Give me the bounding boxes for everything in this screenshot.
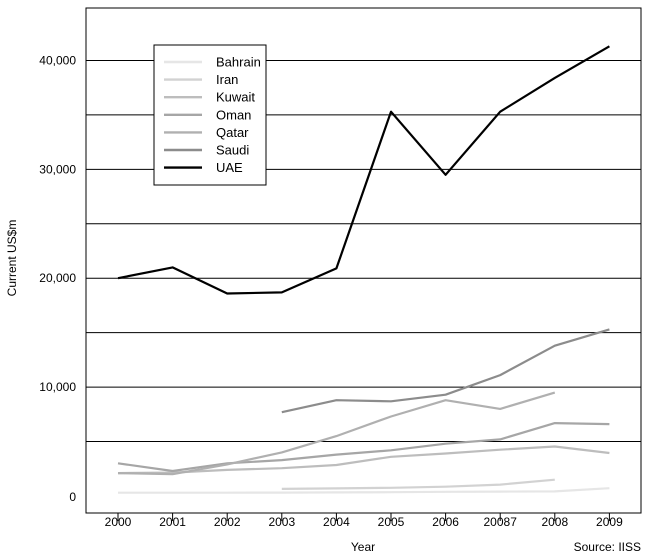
x-tick-label: 2000	[105, 515, 132, 529]
x-tick-label: 2006	[432, 515, 459, 529]
y-tick-label: 40,000	[39, 53, 76, 67]
series-line-oman	[117, 422, 610, 473]
legend-label: Bahrain	[216, 55, 261, 70]
legend-label: UAE	[216, 160, 243, 175]
x-tick-label: 2005	[378, 515, 405, 529]
x-tick-label: 2008	[541, 515, 568, 529]
legend-label: Iran	[216, 72, 238, 87]
x-axis: 2000 2001 2002 2003 2004 2005 2006 20087 2008 200…	[105, 513, 623, 529]
y-axis: 0 10,000 20,000 30,000 40,000	[39, 53, 76, 504]
series-line-saudi	[281, 328, 610, 414]
series-line-bahrain	[118, 487, 610, 494]
x-tick-label: 2004	[323, 515, 350, 529]
plot-frame	[85, 7, 642, 514]
legend-label: Oman	[216, 107, 251, 122]
x-tick-label: 2009	[596, 515, 623, 529]
x-tick-label: 2002	[214, 515, 241, 529]
x-tick-label: 2001	[159, 515, 186, 529]
series-line-iran	[281, 478, 555, 490]
legend: Bahrain Iran Kuwait Oman Qatar Saudi UAE	[153, 44, 267, 186]
x-axis-label: Year	[351, 540, 375, 554]
series-group	[117, 45, 610, 494]
y-tick-label: 10,000	[39, 380, 76, 394]
series-line-kuwait	[117, 445, 610, 475]
series-line-qatar	[117, 391, 556, 476]
legend-label: Qatar	[216, 125, 249, 140]
x-tick-label: 2003	[268, 515, 295, 529]
legend-label: Kuwait	[216, 90, 255, 105]
y-tick-label: 20,000	[39, 271, 76, 285]
series-line-uae	[117, 45, 610, 295]
y-tick-label: 30,000	[39, 162, 76, 176]
x-tick-label: 20087	[484, 515, 518, 529]
legend-label: Saudi	[216, 143, 249, 158]
y-axis-label: Current US$m	[5, 220, 19, 297]
source-note: Source: IISS	[574, 540, 641, 554]
y-tick-label: 0	[69, 490, 76, 504]
